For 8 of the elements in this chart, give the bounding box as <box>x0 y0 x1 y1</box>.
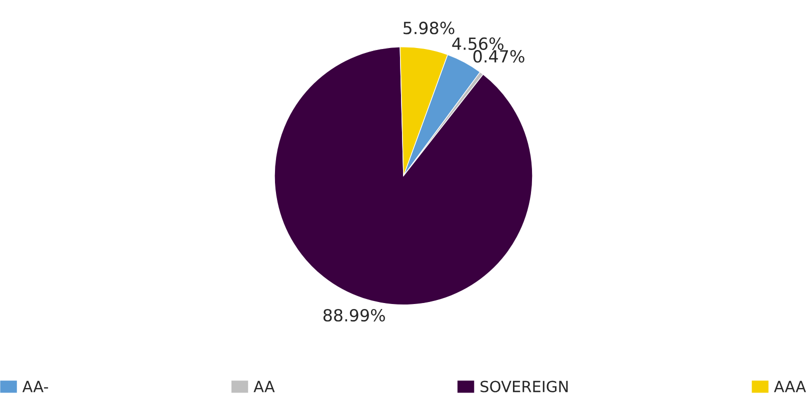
data-label: 88.99% <box>323 308 385 322</box>
legend-label: AAA <box>774 380 806 392</box>
data-label: 4.56% <box>452 37 504 50</box>
data-label: 5.98% <box>404 22 454 34</box>
data-label: 0.47% <box>473 50 524 63</box>
legend-label: SOVEREIGN <box>480 380 568 392</box>
legend-label: AA- <box>22 380 48 392</box>
legend-label: AA <box>254 380 275 392</box>
